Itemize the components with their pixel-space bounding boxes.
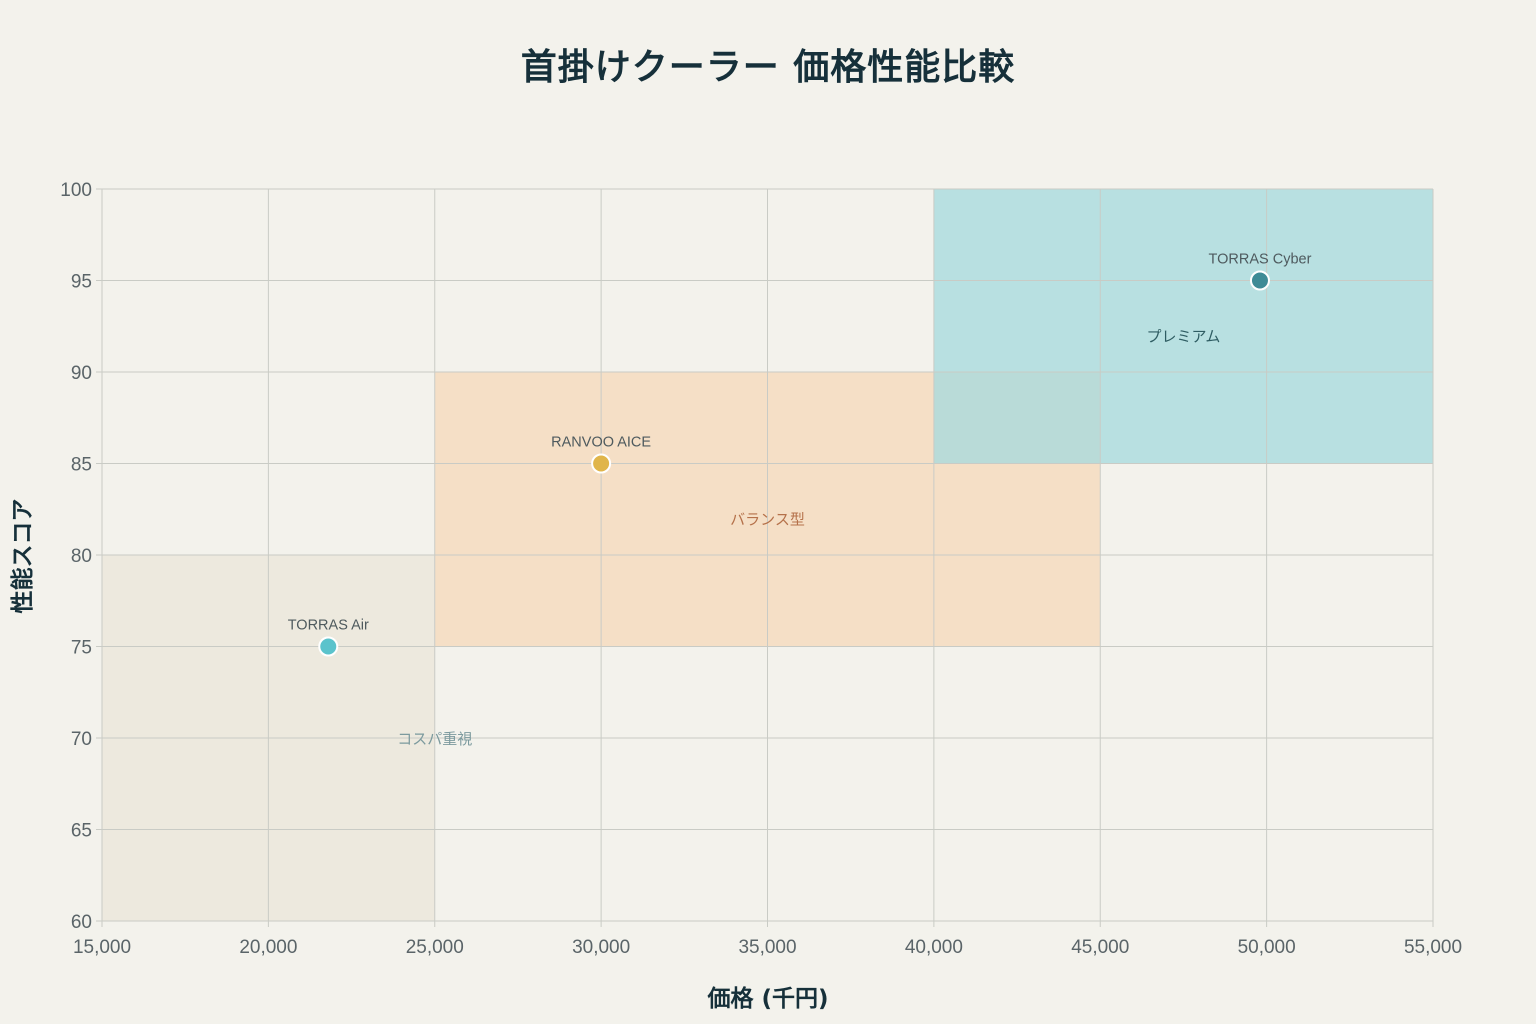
y-tick-label: 100 — [60, 180, 92, 201]
y-tick-label: 85 — [71, 455, 92, 476]
data-point-label: TORRAS Cyber — [1209, 252, 1312, 268]
x-tick-label: 35,000 — [738, 937, 796, 958]
x-tick-label: 50,000 — [1238, 937, 1296, 958]
y-tick-label: 65 — [71, 821, 92, 842]
x-tick-label: 45,000 — [1071, 937, 1129, 958]
x-tick-label: 25,000 — [406, 937, 464, 958]
y-tick-label: 95 — [71, 272, 92, 293]
data-point — [1249, 270, 1270, 291]
y-tick-label: 75 — [71, 638, 92, 659]
ticks-layer: 15,000 20,000 25,000 30,000 35,000 40,000 45,0… — [60, 180, 1462, 958]
points-layer: コスパ重視 バランス型 プレミアム TORRAS Air RANVOO AICE TORR… — [288, 252, 1312, 749]
data-point — [591, 453, 612, 474]
grid-layer — [96, 188, 1434, 927]
x-tick-label: 20,000 — [239, 937, 297, 958]
y-tick-label: 90 — [71, 363, 92, 384]
x-tick-label: 55,000 — [1404, 937, 1462, 958]
region-label: プレミアム — [1146, 327, 1220, 345]
y-tick-label: 60 — [71, 912, 92, 933]
chart-title: 首掛けクーラー 価格性能比較 — [520, 47, 1016, 88]
region-label: バランス型 — [730, 510, 805, 528]
data-point — [318, 636, 339, 657]
region-label: コスパ重視 — [397, 730, 472, 748]
y-tick-label: 80 — [71, 546, 92, 567]
y-tick-label: 70 — [71, 729, 92, 750]
region-rect — [933, 189, 1433, 464]
x-tick-label: 30,000 — [572, 937, 630, 958]
x-tick-label: 15,000 — [73, 937, 131, 958]
x-tick-label: 40,000 — [905, 937, 963, 958]
y-axis-title: 性能スコア — [9, 499, 36, 614]
data-point-label: RANVOO AICE — [551, 435, 651, 451]
x-axis-title: 価格 (千円) — [706, 985, 828, 1012]
data-point-label: TORRAS Air — [288, 618, 369, 634]
